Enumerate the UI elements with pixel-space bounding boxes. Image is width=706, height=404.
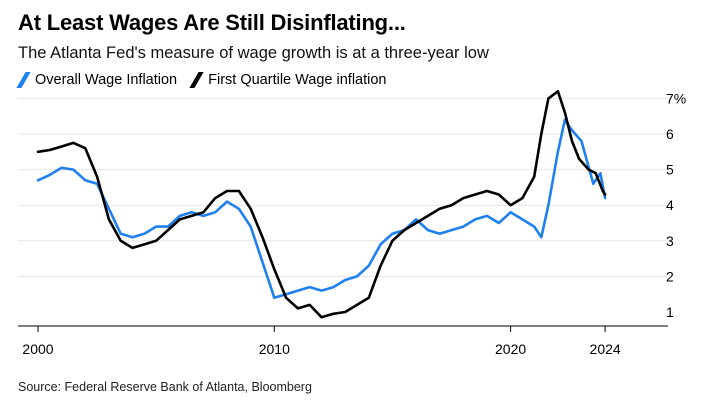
series-line-overall (36, 118, 607, 300)
x-tick-label: 2000 (22, 341, 53, 357)
y-axis-labels: 1 2 3 4 5 6 7% (666, 90, 686, 320)
legend: Overall Wage Inflation First Quartile Wa… (16, 72, 401, 88)
y-tick-label: 7% (666, 90, 686, 106)
series-lines (36, 90, 607, 319)
chart-subtitle: The Atlanta Fed's measure of wage growth… (18, 44, 489, 62)
y-tick-label: 4 (666, 197, 674, 213)
y-tick-label: 3 (666, 233, 674, 249)
legend-label-overall: Overall Wage Inflation (35, 72, 178, 88)
series-line-first-quartile (36, 90, 607, 319)
legend-label-first-quartile: First Quartile Wage inflation (208, 72, 387, 88)
legend-item-first-quartile: First Quartile Wage inflation (189, 72, 387, 88)
x-tick-label: 2020 (495, 341, 526, 357)
y-tick-label: 6 (666, 126, 674, 142)
gridlines (18, 97, 668, 277)
legend-item-overall: Overall Wage Inflation (16, 72, 178, 88)
x-axis-labels: 2000 2010 2020 2024 (22, 341, 620, 357)
x-axis (18, 325, 668, 332)
y-tick-label: 2 (666, 268, 674, 284)
source-note: Source: Federal Reserve Bank of Atlanta,… (18, 380, 312, 394)
x-tick-label: 2024 (590, 341, 621, 357)
y-tick-label: 1 (666, 304, 674, 320)
chart-title: At Least Wages Are Still Disinflating... (18, 10, 406, 35)
y-tick-label: 5 (666, 162, 674, 178)
x-tick-label: 2010 (259, 341, 290, 357)
